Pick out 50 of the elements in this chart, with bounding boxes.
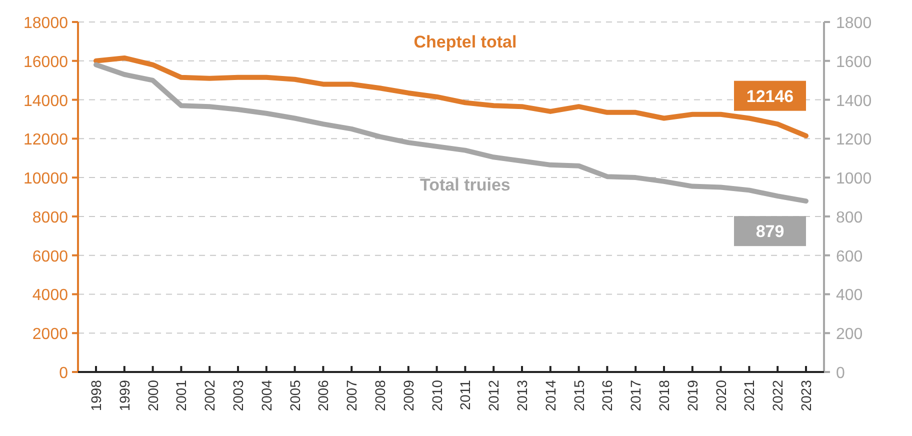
- y2-tick-label: 1400: [836, 92, 872, 110]
- x-tick-label: 2023: [798, 380, 814, 412]
- y-tick-label: 8000: [32, 209, 68, 226]
- x-tick-label: 2019: [684, 380, 700, 412]
- x-tick-label: 2010: [428, 380, 445, 412]
- x-tick-label: 2004: [258, 380, 274, 412]
- y-tick-label: 18000: [24, 15, 68, 32]
- x-tick-label: 2001: [173, 380, 190, 412]
- x-tick-label: 2002: [202, 380, 218, 412]
- y-tick-label: 2000: [32, 326, 68, 344]
- series-label: Total truies: [420, 175, 510, 194]
- x-tick-label: 2021: [741, 380, 758, 412]
- x-tick-label: 2014: [542, 380, 558, 412]
- x-tick-label: 2007: [344, 380, 360, 412]
- y-tick-label: 12000: [24, 132, 68, 149]
- x-tick-label: 2009: [400, 380, 416, 412]
- y2-tick-label: 1800: [836, 15, 872, 32]
- x-tick-label: 2013: [514, 380, 530, 412]
- y-tick-label: 6000: [32, 248, 68, 266]
- data-label: 879: [756, 222, 784, 242]
- y-tick-label: 14000: [24, 92, 68, 110]
- y-tick-label: 10000: [24, 170, 68, 188]
- y2-tick-label: 600: [836, 248, 863, 266]
- x-tick-label: 2015: [570, 380, 587, 412]
- x-tick-label: 2011: [457, 380, 474, 410]
- y2-tick-label: 400: [836, 287, 863, 304]
- x-tick-label: 2005: [286, 380, 303, 412]
- y2-tick-label: 0: [836, 365, 845, 382]
- x-tick-label: 2017: [628, 380, 644, 412]
- x-tick-label: 1999: [116, 380, 132, 412]
- text: Cheptel total: [414, 32, 517, 52]
- x-tick-label: 2020: [712, 380, 729, 412]
- y-tick-label: 0: [59, 365, 68, 382]
- y2-tick-label: 1000: [836, 170, 872, 188]
- y2-tick-label: 1600: [836, 54, 872, 71]
- x-tick-label: 2018: [656, 380, 672, 412]
- x-tick-label: 2016: [599, 380, 616, 412]
- y-tick-label: 16000: [24, 54, 68, 71]
- x-tick-label: 2012: [486, 380, 502, 412]
- x-tick-label: 1998: [88, 380, 104, 412]
- x-tick-label: 2008: [372, 380, 388, 412]
- y2-tick-label: 800: [836, 209, 863, 226]
- y-tick-label: 4000: [32, 287, 68, 304]
- y2-tick-label: 1200: [836, 132, 872, 149]
- y2-tick-label: 200: [836, 326, 863, 344]
- x-tick-label: 2022: [770, 380, 786, 412]
- x-tick-label: 2003: [230, 380, 246, 412]
- x-tick-label: 2006: [315, 380, 332, 412]
- x-tick-label: 2000: [144, 380, 161, 412]
- data-label: 12146: [746, 86, 794, 106]
